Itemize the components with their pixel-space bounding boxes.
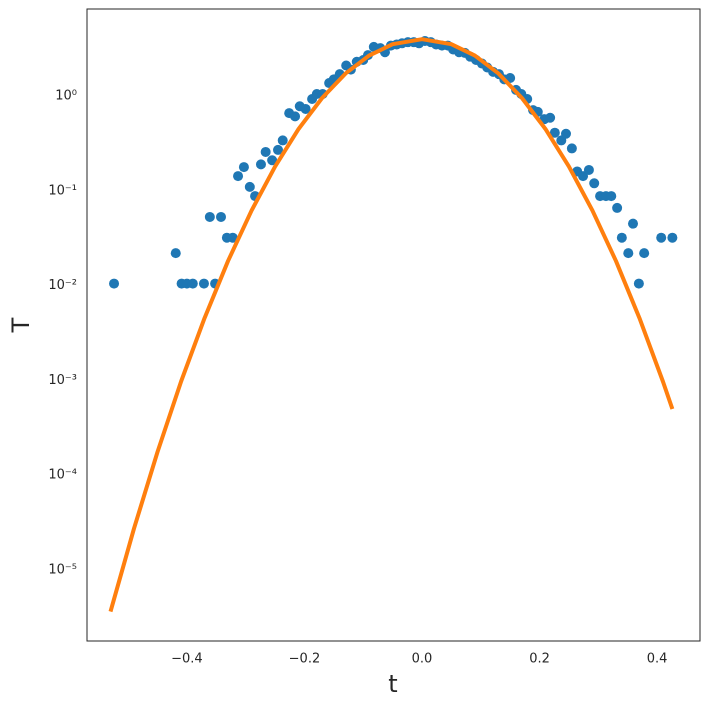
y-tick-label: 10⁰ — [55, 89, 77, 104]
scatter-point — [238, 162, 249, 173]
scatter-point — [606, 191, 617, 202]
scatter-point — [109, 278, 120, 289]
line — [108, 37, 675, 613]
scatter-point — [545, 112, 556, 123]
y-tick-label: 10⁻² — [48, 278, 77, 293]
y-tick-label: 10⁻⁵ — [48, 562, 77, 577]
scatter-point — [623, 248, 634, 259]
scatter-point — [612, 202, 623, 213]
x-tick-label: −0.2 — [289, 652, 321, 667]
scatter-point — [277, 135, 288, 146]
scatter-point — [255, 159, 266, 170]
scatter-point — [204, 211, 215, 222]
scatter-point — [667, 232, 678, 243]
scatter-point — [170, 248, 181, 259]
y-tick-label: 10⁻³ — [48, 373, 77, 388]
y-axis-label: T — [7, 317, 35, 333]
scatter-point — [267, 155, 278, 166]
y-tick-label: 10⁻¹ — [48, 183, 77, 198]
x-tick-label: 0.4 — [647, 652, 668, 667]
x-tick-label: 0.2 — [529, 652, 550, 667]
scatter-point — [583, 164, 594, 175]
scatter-point — [216, 211, 227, 222]
scatter-point — [290, 111, 301, 122]
scatter-point — [616, 232, 627, 243]
scatter-point — [633, 278, 644, 289]
y-tick-label: 10⁻⁴ — [48, 468, 77, 483]
plot-frame — [86, 8, 701, 642]
scatter-point — [233, 171, 244, 182]
x-axis-label: t — [388, 670, 397, 698]
scatter-point — [227, 232, 238, 243]
scatter-point — [589, 178, 600, 189]
x-tick-label: −0.4 — [171, 652, 203, 667]
scatter-point — [639, 248, 650, 259]
scatter-point — [627, 218, 638, 229]
scatter-point — [244, 181, 255, 192]
scatter-point — [560, 128, 571, 139]
scatter-point — [300, 103, 311, 114]
scatter-point — [273, 144, 284, 155]
scatter-point — [566, 143, 577, 154]
x-tick-label: 0.0 — [412, 652, 433, 667]
scatter-point — [260, 146, 271, 157]
scatter-point — [549, 127, 560, 138]
scatter-point — [187, 278, 198, 289]
scatter-point — [198, 278, 209, 289]
scatter-point — [656, 232, 667, 243]
